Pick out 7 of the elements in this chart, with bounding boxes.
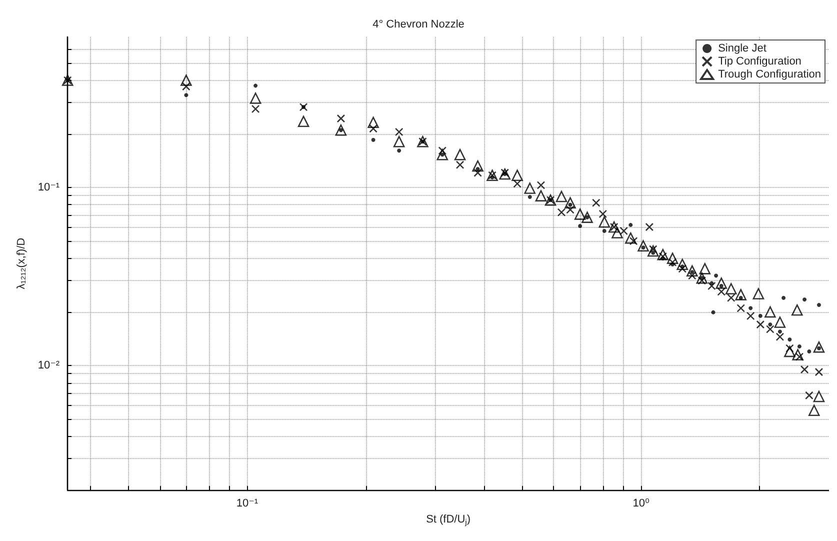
legend-label: Single Jet bbox=[718, 42, 766, 54]
y-axis-title: λ₁₂₁₂(x,f)/D bbox=[16, 238, 28, 290]
legend-label: Tip Configuration bbox=[718, 56, 802, 68]
y-tick-label: 10⁻² bbox=[38, 360, 60, 372]
legend-label: Trough Configuration bbox=[718, 68, 822, 80]
chart-title: 4° Chevron Nozzle bbox=[372, 18, 464, 30]
x-tick-label: 10⁰ bbox=[632, 498, 650, 510]
